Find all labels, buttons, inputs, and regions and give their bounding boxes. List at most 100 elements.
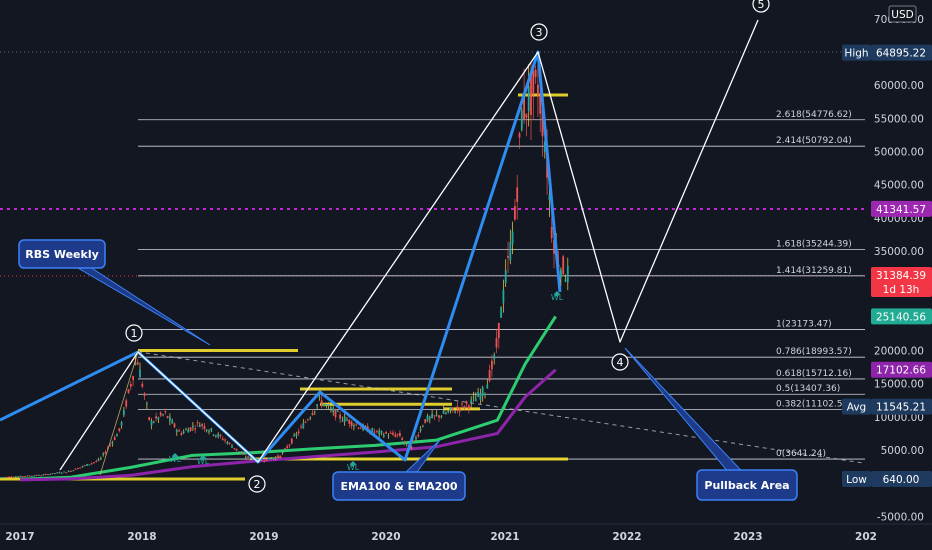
candle-body — [451, 407, 454, 410]
candle-body — [19, 475, 22, 477]
y-tick-label: 15000.00 — [874, 379, 924, 391]
candle-body — [205, 429, 208, 432]
candle-body — [440, 415, 443, 418]
candle-body — [389, 432, 392, 434]
candle-body — [523, 93, 525, 120]
wave-2-label: 2 — [254, 478, 261, 491]
rbs-weekly-box — [18, 239, 106, 269]
time-axis[interactable]: 2017 2018 2019 2020 2021 2022 2023 202 — [0, 523, 932, 550]
candle-body — [157, 417, 160, 420]
fib-level-label: 0(3641.24) — [776, 449, 826, 459]
currency-badge — [888, 5, 917, 23]
candle-body — [221, 438, 224, 440]
candle-body — [311, 412, 314, 415]
price-tag-box — [871, 200, 932, 217]
currency-label: USD — [891, 9, 913, 21]
candle-body — [192, 425, 194, 428]
candle-body — [127, 389, 130, 393]
candle-body — [323, 403, 325, 406]
fib-level-label: 1.414(31259.81) — [776, 266, 852, 276]
candle-body — [422, 426, 424, 428]
candle-body — [95, 460, 98, 462]
candle-body — [396, 434, 399, 436]
wl-markers: WL WL WL WL — [169, 291, 564, 472]
price-tag-value: 41341.57 — [876, 204, 926, 216]
candle-body — [405, 443, 408, 445]
candle-body — [543, 141, 546, 152]
candle-body — [56, 472, 59, 474]
price-axis-background — [865, 0, 932, 524]
candle-body — [304, 421, 307, 423]
wl-label: WL — [169, 455, 182, 464]
y-tick-label: 5000.00 — [881, 445, 924, 457]
candle-body — [249, 457, 252, 460]
candle-body — [550, 227, 553, 239]
price-tag-name-box — [842, 470, 871, 487]
time-axis-background — [0, 524, 932, 550]
wave-4-marker — [611, 353, 629, 371]
candle-body — [497, 322, 500, 339]
candle-body — [401, 437, 404, 440]
y-tick-label: -5000.00 — [877, 511, 924, 523]
candle-body — [488, 370, 491, 381]
candle-body — [14, 476, 17, 478]
candle-body — [86, 463, 88, 466]
candle-body — [412, 440, 415, 442]
candle-body — [479, 393, 482, 400]
candle-body — [481, 387, 484, 396]
candle-body — [162, 414, 164, 416]
candle-body — [247, 456, 249, 458]
y-tick-label: 50000.00 — [874, 146, 924, 158]
y-tick-label: 10000.00 — [874, 412, 924, 424]
candle-body — [44, 474, 47, 476]
candle-body — [164, 411, 167, 413]
candle-body — [63, 471, 65, 473]
candle-body — [426, 415, 429, 422]
pullback-area-box — [696, 469, 798, 501]
candle-body — [300, 426, 302, 428]
wl-label: WL — [551, 293, 564, 302]
candle-body — [380, 431, 383, 433]
candle-body — [166, 416, 169, 418]
price-tags: High 64895.22 41341.57 31384.39 1d 13h 25140.… — [842, 44, 932, 487]
ema200-line — [19, 368, 557, 482]
candle-body — [509, 242, 512, 261]
wave-5-label: 5 — [758, 0, 765, 11]
price-tag-box — [871, 308, 932, 325]
candle-body — [327, 404, 330, 406]
price-tag-box — [871, 361, 932, 378]
candle-body — [357, 427, 360, 429]
candle-body — [564, 279, 567, 282]
candle-body — [334, 409, 337, 418]
ema-callout-label: EMA100 & EMA200 — [340, 480, 457, 493]
price-tag-box — [871, 44, 932, 61]
candle-body — [146, 403, 148, 405]
candle-body — [316, 404, 318, 407]
candle-body — [284, 448, 286, 450]
candle-body — [143, 393, 146, 397]
price-axis[interactable]: 70000.0060000.0055000.0050000.0045000.00… — [865, 0, 932, 524]
price-tag-countdown: 1d 13h — [883, 284, 920, 296]
wave-1-label: 1 — [131, 327, 138, 340]
y-tick-label: 60000.00 — [874, 80, 924, 92]
wl-label: WL — [197, 457, 210, 466]
price-tag-value: 64895.22 — [876, 48, 926, 60]
candle-body — [274, 457, 277, 459]
candle-body — [118, 428, 121, 432]
x-tick-label: 2022 — [612, 531, 641, 543]
candle-body — [353, 425, 355, 427]
candle-body — [5, 476, 8, 478]
elliott-wave-lines: 1 2 3 4 5 — [0, 0, 770, 493]
candle-body — [382, 434, 385, 437]
candle-body — [171, 420, 174, 424]
price-tag-value: 640.00 — [883, 474, 920, 486]
candle-body — [49, 473, 52, 475]
price-tag-name: Avg — [847, 402, 866, 414]
candle-body — [212, 434, 215, 436]
candle-body — [355, 424, 358, 426]
candle-body — [17, 476, 19, 478]
candle-body — [516, 187, 519, 202]
wave-1-marker — [125, 324, 143, 342]
candle-body — [511, 231, 514, 245]
